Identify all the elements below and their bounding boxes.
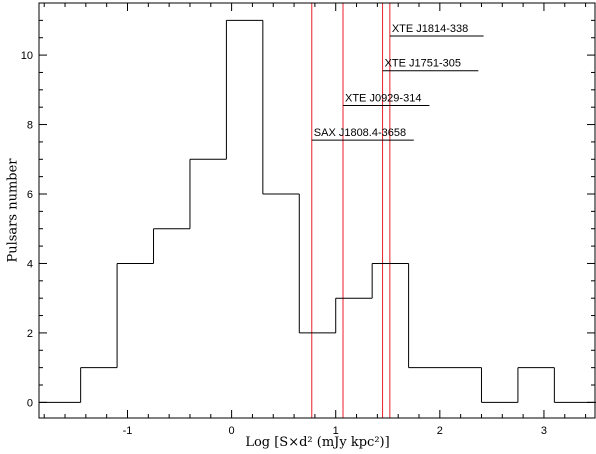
- x-tick-label: -1: [123, 425, 133, 437]
- x-tick-label: 1: [333, 425, 339, 437]
- y-axis-ticks: 0 2 4 6 8 10: [21, 2, 595, 409]
- y-tick-label: 6: [27, 189, 33, 201]
- y-tick-label: 0: [27, 397, 33, 409]
- y-tick-label: 4: [27, 258, 33, 270]
- annotation-label-3: XTE J1751-305: [385, 58, 461, 70]
- histogram-series: [39, 19, 596, 403]
- x-tick-label: 3: [541, 425, 547, 437]
- x-axis-ticks: -1 0 1 2 3: [43, 3, 587, 437]
- x-tick-label: 0: [229, 425, 235, 437]
- annotation-label-4: XTE J1814-338: [392, 23, 468, 35]
- y-tick-label: 2: [27, 328, 33, 340]
- y-tick-label: 10: [21, 50, 33, 62]
- y-tick-label: 8: [27, 120, 33, 132]
- plot-frame: [38, 2, 596, 419]
- x-tick-label: 2: [437, 425, 443, 437]
- x-axis-title: Log [S×d² (mJy kpc²)]: [245, 435, 389, 450]
- annotation-label-2: XTE J0929-314: [345, 92, 421, 104]
- reference-lines: [311, 3, 391, 418]
- y-axis-title: Pulsars number: [6, 158, 21, 263]
- annotations: SAX J1808.4-3658 XTE J0929-314 XTE J1751-3…: [311, 23, 484, 141]
- annotation-label-1: SAX J1808.4-3658: [314, 127, 406, 139]
